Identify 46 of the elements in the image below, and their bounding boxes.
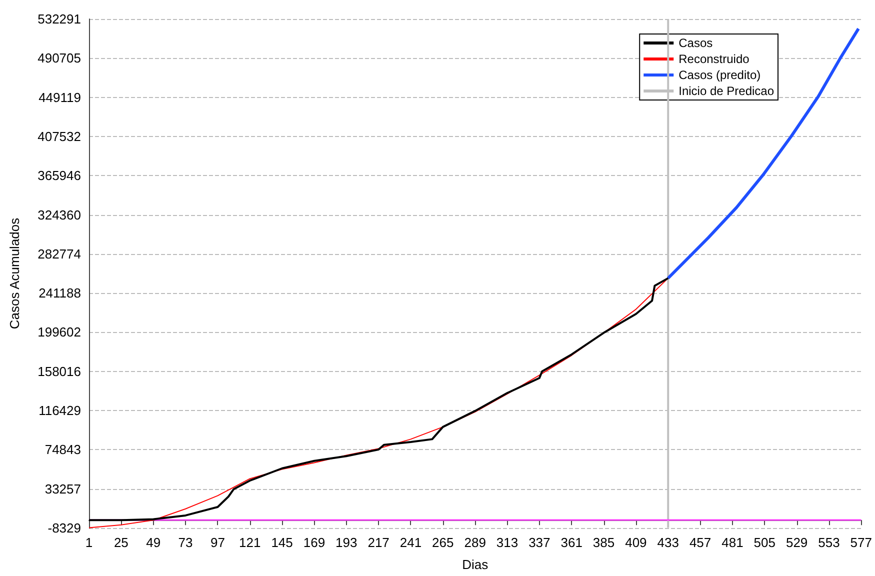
x-tick-label: 73 bbox=[178, 535, 193, 550]
x-tick-label: 121 bbox=[239, 535, 261, 550]
x-tick-label: 97 bbox=[210, 535, 225, 550]
x-tick-label: 313 bbox=[496, 535, 518, 550]
x-tick-label: 289 bbox=[464, 535, 486, 550]
y-tick-label: 449119 bbox=[38, 90, 81, 105]
x-tick-label: 457 bbox=[689, 535, 712, 550]
x-tick-label: 1 bbox=[85, 535, 93, 550]
y-tick-label: 532291 bbox=[38, 12, 81, 26]
x-tick-label: 265 bbox=[432, 535, 454, 550]
y-tick-label: 490705 bbox=[38, 50, 81, 66]
y-tick-label: 241188 bbox=[38, 286, 81, 301]
x-tick-label: 169 bbox=[303, 535, 326, 550]
legend-label: Casos bbox=[678, 36, 713, 50]
x-tick-label: 529 bbox=[786, 535, 808, 550]
x-tick-label: 577 bbox=[850, 535, 872, 550]
x-axis-title: Dias bbox=[462, 557, 489, 572]
x-tick-label: 553 bbox=[818, 535, 840, 550]
line-series bbox=[666, 27, 860, 280]
x-tick-label: 193 bbox=[336, 535, 358, 550]
y-tick-label: 33257 bbox=[44, 481, 81, 496]
x-tick-label: 25 bbox=[114, 535, 128, 550]
x-tick-label: 505 bbox=[754, 535, 776, 550]
y-tick-label: -8329 bbox=[48, 520, 81, 536]
x-tick-label: 433 bbox=[657, 535, 679, 550]
y-tick-label: 158016 bbox=[38, 364, 81, 379]
x-tick-label: 49 bbox=[146, 535, 161, 550]
x-tick-label: 481 bbox=[722, 535, 744, 550]
y-tick-label: 116429 bbox=[38, 403, 81, 418]
y-tick-label: 365946 bbox=[38, 168, 81, 184]
y-tick-label: 199602 bbox=[38, 324, 81, 340]
y-tick-label: 407532 bbox=[38, 128, 81, 144]
y-tick-label: 74843 bbox=[44, 442, 81, 458]
legend-label: Inicio de Predicao bbox=[678, 84, 774, 98]
x-tick-label: 217 bbox=[368, 535, 390, 550]
y-axis-title: Casos Acumulados bbox=[7, 217, 22, 330]
y-tick-label: 324360 bbox=[38, 207, 81, 222]
legend-label: Reconstruido bbox=[678, 52, 750, 66]
x-tick-label: 337 bbox=[528, 535, 550, 550]
x-tick-label: 385 bbox=[592, 535, 615, 550]
legend-label: Casos (predito) bbox=[678, 68, 761, 82]
y-tick-label: 282774 bbox=[38, 246, 81, 262]
x-tick-label: 409 bbox=[625, 535, 647, 550]
x-tick-label: 241 bbox=[400, 535, 422, 550]
x-tick-label: 361 bbox=[560, 535, 582, 550]
x-tick-label: 145 bbox=[271, 535, 293, 550]
